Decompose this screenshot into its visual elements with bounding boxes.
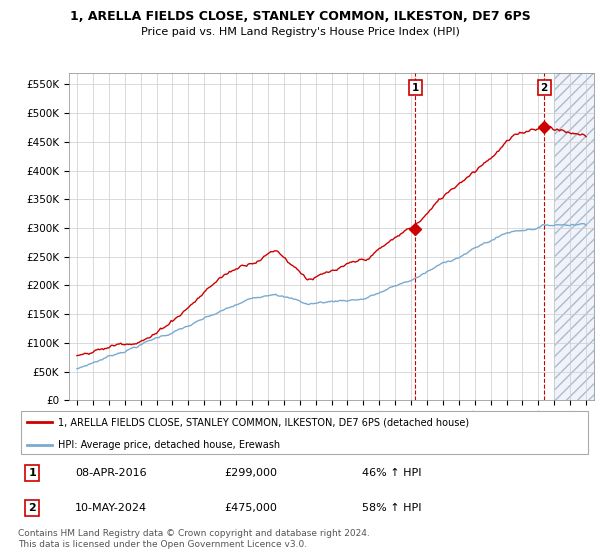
Text: Contains HM Land Registry data © Crown copyright and database right 2024.
This d: Contains HM Land Registry data © Crown c… — [18, 529, 370, 549]
Text: £299,000: £299,000 — [224, 468, 277, 478]
Text: 08-APR-2016: 08-APR-2016 — [76, 468, 147, 478]
Text: 2: 2 — [541, 82, 548, 92]
Text: 58% ↑ HPI: 58% ↑ HPI — [362, 503, 421, 513]
Text: 1, ARELLA FIELDS CLOSE, STANLEY COMMON, ILKESTON, DE7 6PS (detached house): 1, ARELLA FIELDS CLOSE, STANLEY COMMON, … — [58, 417, 469, 427]
Text: £475,000: £475,000 — [224, 503, 277, 513]
Text: 46% ↑ HPI: 46% ↑ HPI — [362, 468, 421, 478]
Text: 10-MAY-2024: 10-MAY-2024 — [76, 503, 148, 513]
Text: Price paid vs. HM Land Registry's House Price Index (HPI): Price paid vs. HM Land Registry's House … — [140, 27, 460, 37]
Text: 1: 1 — [28, 468, 36, 478]
FancyBboxPatch shape — [21, 410, 588, 455]
Text: HPI: Average price, detached house, Erewash: HPI: Average price, detached house, Erew… — [58, 440, 280, 450]
Text: 2: 2 — [28, 503, 36, 513]
Text: 1, ARELLA FIELDS CLOSE, STANLEY COMMON, ILKESTON, DE7 6PS: 1, ARELLA FIELDS CLOSE, STANLEY COMMON, … — [70, 10, 530, 23]
Text: 1: 1 — [412, 82, 419, 92]
